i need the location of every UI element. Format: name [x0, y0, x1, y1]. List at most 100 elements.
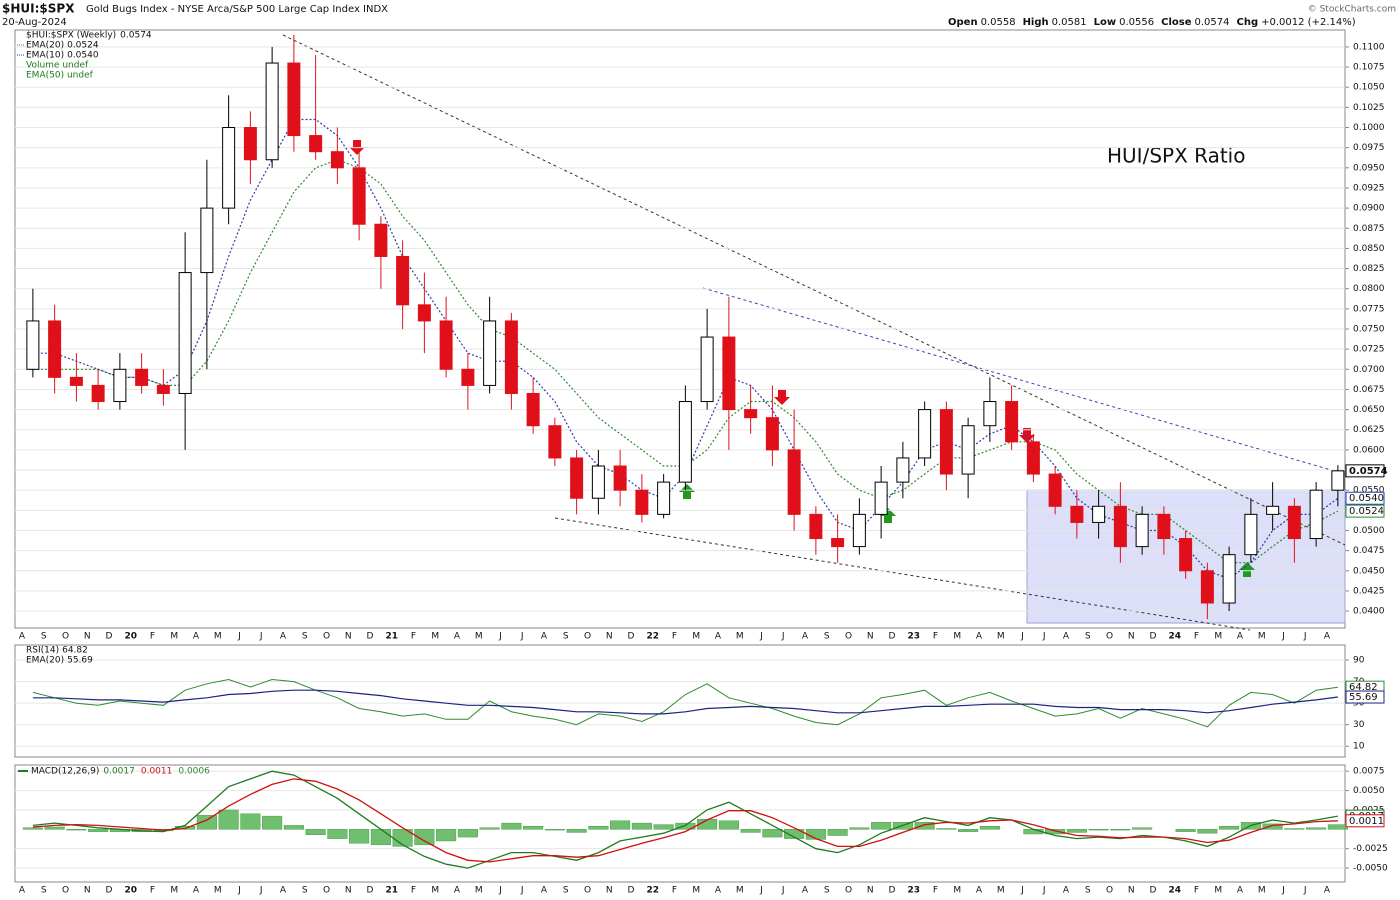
candle-body [983, 401, 997, 427]
x-tick-label: D [889, 886, 896, 896]
candle-body [722, 336, 736, 411]
candle-body [1266, 505, 1280, 515]
histogram-bar [196, 815, 217, 830]
x-tick-label: J [1042, 632, 1046, 642]
candle-body [200, 207, 214, 274]
candle-body [135, 368, 149, 386]
candle-body [222, 127, 236, 209]
histogram-bar [718, 820, 739, 830]
series-tag-box [1345, 814, 1385, 828]
candle-body [352, 167, 366, 225]
x-tick-label: J [498, 632, 502, 642]
candle-body [700, 336, 714, 403]
candle-body [1113, 505, 1127, 548]
y-tick-label: 0.0950 [1353, 163, 1385, 173]
x-tick-label: D [628, 632, 635, 642]
x-tick-label: J [781, 886, 785, 896]
candle-body [939, 409, 953, 475]
x-tick-label: J [520, 886, 524, 896]
y-tick-label: 0.1100 [1353, 42, 1385, 52]
y-tick-label: 0.1075 [1353, 63, 1385, 73]
x-tick-label: J [237, 632, 241, 642]
histogram-bar [936, 828, 957, 830]
x-tick-label: S [563, 886, 569, 896]
x-tick-label: J [1303, 886, 1307, 896]
candle-body [69, 376, 83, 386]
x-tick-label: M [692, 886, 700, 896]
x-tick-label: M [431, 886, 439, 896]
candle-body [26, 320, 40, 370]
candle-body [113, 368, 127, 403]
y-tick-label: 0.0825 [1353, 264, 1385, 274]
histogram-bar [1110, 829, 1131, 831]
histogram-bar [327, 829, 348, 839]
legend-value: 64.82 [62, 646, 88, 656]
candle-body [1179, 538, 1193, 572]
symbol: $HUI:$SPX [2, 2, 75, 16]
x-tick-label: A [454, 632, 461, 642]
legend-entry: RSI(14) [26, 646, 59, 656]
y-tick-label: 0.0775 [1353, 304, 1385, 314]
x-tick-label: J [259, 886, 263, 896]
x-tick-label: 24 [1168, 886, 1181, 896]
x-tick-label: A [19, 886, 26, 896]
histogram-bar [979, 825, 1000, 830]
quote-label: Low [1094, 17, 1116, 28]
x-tick-label: F [933, 632, 938, 642]
histogram-bar [66, 829, 87, 831]
histogram-bar [218, 809, 239, 830]
candle-body [1048, 473, 1062, 507]
x-tick-label: J [759, 632, 763, 642]
legend-value: 0.0011 [141, 767, 173, 777]
x-tick-label: N [867, 886, 874, 896]
x-tick-label: M [736, 886, 744, 896]
x-tick-label: S [1085, 632, 1091, 642]
rsi-panel [14, 644, 1346, 758]
y-tick-label: 0.0700 [1353, 365, 1385, 375]
histogram-bar [479, 827, 500, 830]
x-tick-label: A [715, 632, 722, 642]
x-tick-label: O [584, 886, 591, 896]
x-tick-label: N [84, 632, 91, 642]
legend-entry: EMA(20) [26, 41, 64, 51]
up-arrow [1239, 562, 1255, 577]
x-tick-label: O [584, 632, 591, 642]
x-tick-label: A [1237, 632, 1244, 642]
histogram-bar [1306, 827, 1327, 830]
x-tick-label: J [781, 632, 785, 642]
quote-label: Close [1161, 17, 1192, 28]
x-tick-label: 20 [124, 632, 137, 642]
candle-body [1026, 441, 1040, 475]
histogram-bar [544, 829, 565, 831]
x-tick-label: A [280, 632, 287, 642]
histogram-bar [305, 829, 326, 835]
y-tick-label: 30 [1353, 720, 1365, 730]
legend-entry: MACD(12,26,9) [31, 767, 99, 777]
candle-body [178, 272, 192, 394]
y-tick-label: 0.0800 [1353, 284, 1385, 294]
candle-body [570, 457, 584, 499]
quote-value: 0.0581 [1052, 17, 1087, 28]
histogram-bar [1132, 827, 1153, 830]
x-tick-label: 20 [124, 886, 137, 896]
y-tick-label: 0.0425 [1353, 586, 1385, 596]
y-tick-label: 0.1025 [1353, 103, 1385, 113]
x-tick-label: O [323, 632, 330, 642]
x-tick-label: F [1194, 886, 1199, 896]
x-tick-label: J [237, 886, 241, 896]
x-tick-label: S [41, 886, 47, 896]
x-tick-label: 23 [907, 632, 920, 642]
x-tick-label: 21 [385, 886, 398, 896]
candle-body [504, 320, 518, 394]
x-tick-label: 21 [385, 632, 398, 642]
x-tick-label: J [520, 632, 524, 642]
candle-body [417, 304, 431, 322]
x-tick-label: S [41, 632, 47, 642]
y-tick-label: 0.0850 [1353, 244, 1385, 254]
x-tick-label: N [1128, 632, 1135, 642]
candle-body [461, 368, 475, 386]
candle-body [657, 481, 671, 515]
x-tick-label: 24 [1168, 632, 1181, 642]
candle-body [765, 417, 779, 451]
